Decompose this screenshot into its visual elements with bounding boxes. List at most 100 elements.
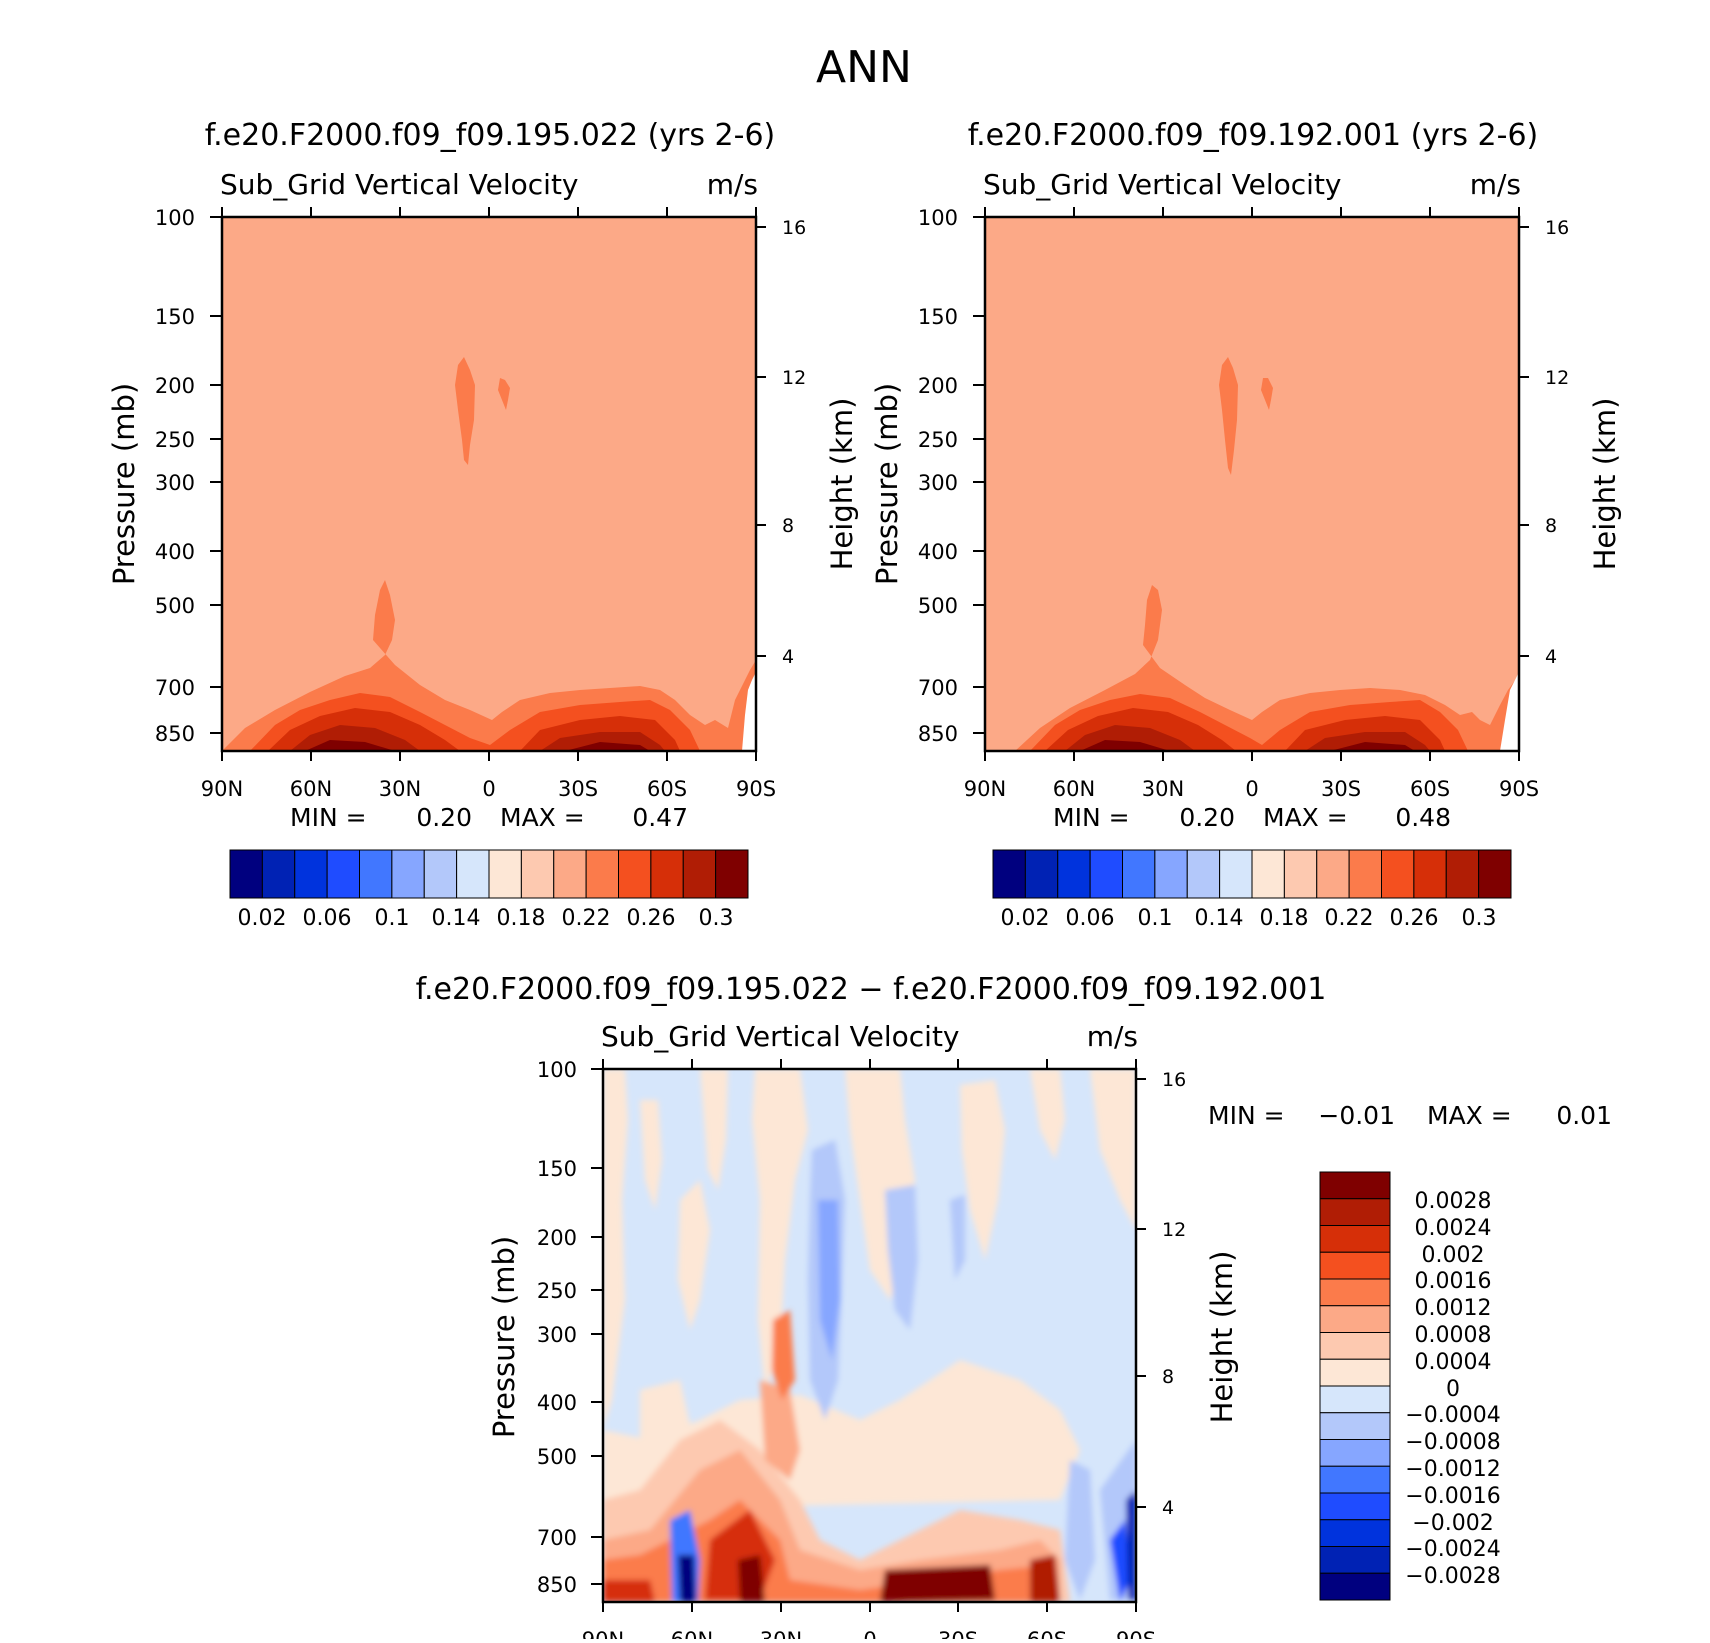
y-tick: 300 bbox=[155, 471, 195, 495]
colorbar-label: 0.22 bbox=[562, 906, 611, 931]
colorbar-swatch bbox=[1319, 1546, 1391, 1574]
y2-axis-title: Height (km) bbox=[1205, 1251, 1239, 1424]
colorbar-label: −0.0016 bbox=[1405, 1484, 1500, 1509]
y-tick: 700 bbox=[155, 676, 195, 700]
y2-tick: 16 bbox=[782, 217, 806, 239]
colorbar bbox=[229, 849, 749, 899]
colorbar-label: 0.18 bbox=[1260, 906, 1309, 931]
variable-label: Sub_Grid Vertical Velocity bbox=[983, 168, 1342, 201]
variable-label: Sub_Grid Vertical Velocity bbox=[220, 168, 579, 201]
colorbar-swatch bbox=[1348, 849, 1382, 899]
max-label: MAX = bbox=[1427, 1101, 1512, 1130]
x-tick: 60S bbox=[647, 777, 687, 801]
y-tick: 500 bbox=[918, 594, 958, 618]
colorbar-swatch bbox=[326, 849, 360, 899]
colorbar-swatch bbox=[1319, 1332, 1391, 1360]
colorbar-label: 0.14 bbox=[1195, 906, 1244, 931]
colorbar-swatch bbox=[1319, 1358, 1391, 1387]
min-value: −0.01 bbox=[1318, 1101, 1395, 1130]
x-tick: 90N bbox=[582, 1628, 624, 1639]
colorbar-swatch bbox=[1319, 1519, 1391, 1547]
x-tick: 60N bbox=[1053, 777, 1095, 801]
y-tick: 100 bbox=[537, 1058, 577, 1082]
colorbar-swatch bbox=[1319, 1465, 1391, 1494]
colorbar-swatch bbox=[1319, 1171, 1391, 1200]
y-tick: 250 bbox=[155, 428, 195, 452]
x-tick: 30N bbox=[379, 777, 421, 801]
colorbar-swatch bbox=[1319, 1305, 1391, 1333]
y2-tick: 8 bbox=[782, 515, 794, 537]
panel-difference: f.e20.F2000.f09_f09.195.022 − f.e20.F200… bbox=[416, 972, 1612, 1643]
min-label: MIN = bbox=[290, 803, 367, 832]
min-label: MIN = bbox=[1053, 803, 1130, 832]
contour-field bbox=[603, 1069, 1136, 1602]
y-tick: 150 bbox=[155, 305, 195, 329]
colorbar-swatch bbox=[1283, 849, 1318, 899]
y2-tick: 12 bbox=[1545, 367, 1569, 389]
y-tick: 300 bbox=[537, 1323, 577, 1347]
y2-axis-title: Height (km) bbox=[1588, 398, 1622, 571]
field-background bbox=[222, 217, 756, 751]
panel-title: f.e20.F2000.f09_f09.195.022 (yrs 2-6) bbox=[205, 118, 775, 153]
x-tick: 30N bbox=[1142, 777, 1184, 801]
axis-ticks bbox=[210, 207, 766, 761]
colorbar-label: 0.1 bbox=[1138, 906, 1173, 931]
y2-tick: 12 bbox=[1162, 1219, 1186, 1241]
y-tick: 150 bbox=[918, 305, 958, 329]
y-tick: 100 bbox=[155, 206, 195, 230]
colorbar-swatch bbox=[294, 849, 328, 899]
x-tick: 30S bbox=[938, 1628, 978, 1639]
colorbar-swatch bbox=[229, 849, 263, 899]
max-value: 0.47 bbox=[632, 803, 688, 832]
x-tick: 90N bbox=[201, 777, 243, 801]
x-tick: 0 bbox=[1245, 777, 1258, 801]
y-axis-labels: 100 150 200 250 300 400 500 700 850 bbox=[537, 1058, 577, 1597]
colorbar-swatch bbox=[1057, 849, 1091, 899]
x-tick: 90S bbox=[1116, 1628, 1156, 1639]
x-tick: 30N bbox=[760, 1628, 802, 1639]
colorbar-swatch bbox=[423, 849, 458, 899]
colorbar-swatch bbox=[1445, 849, 1480, 899]
colorbar-swatch bbox=[992, 849, 1026, 899]
y-axis-title: Pressure (mb) bbox=[870, 383, 904, 585]
axis-ticks bbox=[591, 1059, 1146, 1612]
colorbar-label: 0.02 bbox=[1001, 906, 1050, 931]
x-tick: 0 bbox=[863, 1628, 876, 1639]
colorbar-swatch bbox=[1089, 849, 1123, 899]
panel-top-right: f.e20.F2000.f09_f09.192.001 (yrs 2-6) Su… bbox=[870, 118, 1622, 931]
colorbar-label: 0.14 bbox=[432, 906, 481, 931]
colorbar-label: 0.3 bbox=[1462, 906, 1497, 931]
colorbar-label: −0.0004 bbox=[1405, 1403, 1500, 1428]
colorbar-swatch bbox=[359, 849, 393, 899]
colorbar-swatch bbox=[1319, 1198, 1391, 1226]
y-tick: 400 bbox=[155, 540, 195, 564]
colorbar-label: 0.3 bbox=[699, 906, 734, 931]
colorbar-swatch bbox=[1319, 1385, 1391, 1414]
colorbar-label: 0.0028 bbox=[1415, 1189, 1492, 1214]
colorbar-label: 0.0024 bbox=[1415, 1216, 1492, 1241]
axis-ticks bbox=[973, 207, 1529, 761]
y-tick: 850 bbox=[918, 722, 958, 746]
y-tick: 400 bbox=[918, 540, 958, 564]
colorbar-label: 0.0012 bbox=[1415, 1296, 1492, 1321]
x-tick: 90S bbox=[736, 777, 776, 801]
y-tick: 700 bbox=[537, 1526, 577, 1550]
colorbar-swatch bbox=[1319, 1412, 1391, 1440]
colorbar-swatch bbox=[650, 849, 684, 899]
colorbar-swatch bbox=[715, 849, 749, 899]
colorbar-label: 0.18 bbox=[497, 906, 546, 931]
x-tick: 0 bbox=[482, 777, 495, 801]
colorbar-labels: 0.0028 0.0024 0.002 0.0016 0.0012 0.0008… bbox=[1405, 1189, 1500, 1589]
y-tick: 850 bbox=[155, 722, 195, 746]
colorbar-label: −0.002 bbox=[1412, 1511, 1493, 1536]
y2-tick: 8 bbox=[1545, 515, 1557, 537]
y2-axis-labels: 16 12 8 4 bbox=[1162, 1069, 1186, 1519]
y2-tick: 4 bbox=[1545, 646, 1557, 668]
x-tick: 90N bbox=[964, 777, 1006, 801]
colorbar-label: 0.06 bbox=[1066, 906, 1115, 931]
upper-maximum-small bbox=[498, 378, 510, 410]
y-axis-labels: 100 150 200 250 300 400 500 700 850 bbox=[918, 206, 958, 746]
x-tick: 30S bbox=[1321, 777, 1361, 801]
colorbar-swatch bbox=[1219, 849, 1253, 899]
